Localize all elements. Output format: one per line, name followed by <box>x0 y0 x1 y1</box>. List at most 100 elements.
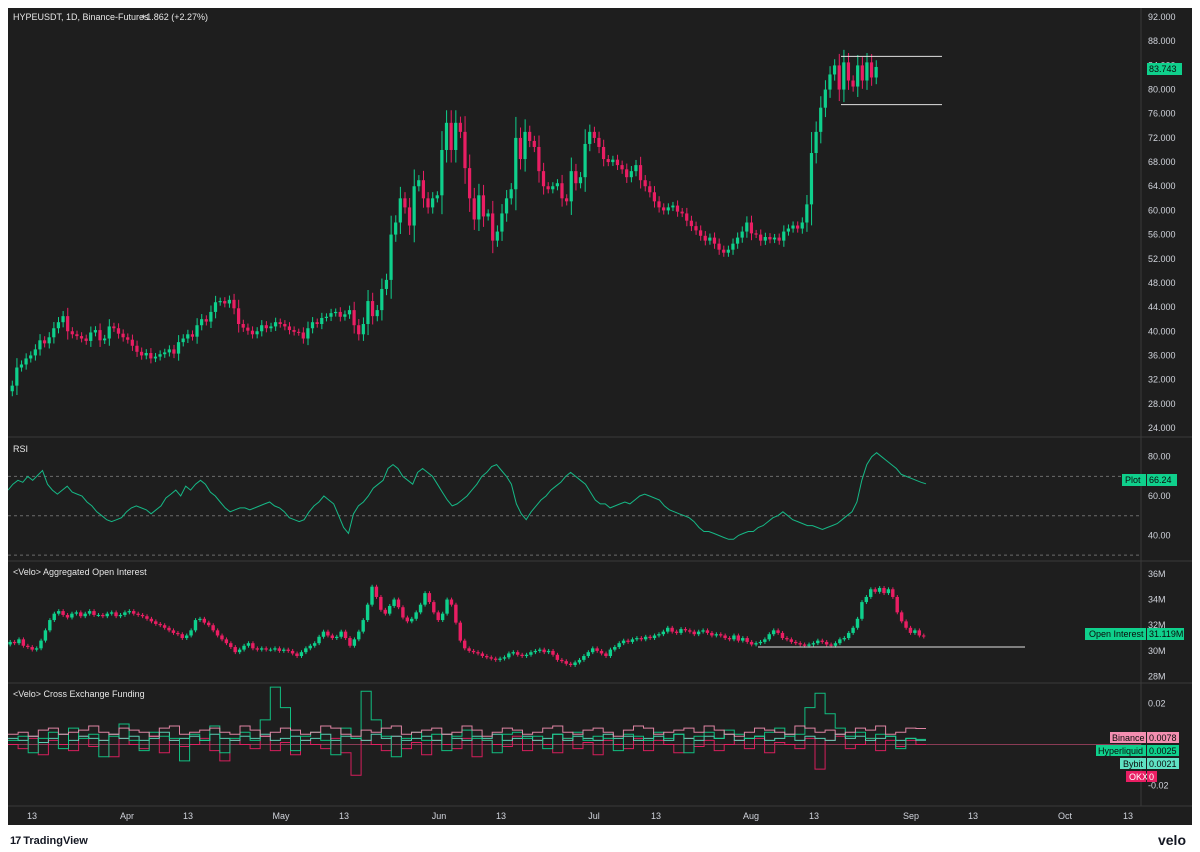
price-candle-body <box>745 222 749 232</box>
legend-binance-name: Binance <box>1112 733 1145 743</box>
oi-candle-body <box>246 643 251 646</box>
price-candle-body <box>754 233 758 235</box>
chart-canvas[interactable]: 92.00088.00084.00080.00076.00072.00068.0… <box>8 8 1192 825</box>
price-candle-body <box>555 183 559 187</box>
oi-candle-body <box>202 618 207 623</box>
price-candle-body <box>172 349 176 354</box>
oi-candle-body <box>886 589 891 594</box>
oi-candle-body <box>568 663 573 666</box>
footer-bar: 17 TradingView velo <box>0 826 1200 852</box>
oi-candle-body <box>793 641 798 644</box>
oi-candle-body <box>780 632 785 639</box>
price-candle-body <box>846 62 851 81</box>
tradingview-logo[interactable]: 17 TradingView <box>10 835 88 847</box>
oi-candle-body <box>855 618 860 628</box>
chart-area[interactable]: 92.00088.00084.00080.00076.00072.00068.0… <box>8 8 1192 825</box>
oi-candle-body <box>674 631 679 633</box>
oi-candle-body <box>414 612 418 619</box>
price-candle-body <box>791 225 795 229</box>
oi-candle-body <box>454 604 458 623</box>
oi-candle-body <box>361 620 365 632</box>
price-candle-body <box>361 324 365 335</box>
tradingview-mark-icon: 17 <box>10 835 21 847</box>
price-candle-body <box>10 385 14 392</box>
x-tick-label: Aug <box>743 811 759 821</box>
price-candle-body <box>703 235 707 241</box>
price-candle-body <box>851 80 855 87</box>
funding-title: <Velo> Cross Exchange Funding <box>13 689 145 699</box>
oi-candle-body <box>617 643 621 648</box>
price-candle-body <box>740 231 744 238</box>
price-candle-body <box>865 62 869 81</box>
y-tick-label: 32M <box>1148 620 1166 630</box>
oi-value-label: 31.119M <box>1149 629 1183 639</box>
y-tick-label: 64.000 <box>1148 181 1176 191</box>
oi-candle-body <box>198 618 202 621</box>
price-candle-body <box>246 327 250 331</box>
price-candle-body <box>375 310 379 317</box>
oi-candle-body <box>767 634 771 640</box>
oi-candle-body <box>643 636 648 640</box>
oi-candle-body <box>312 643 317 646</box>
price-candle-body <box>565 198 569 202</box>
price-candle-body <box>652 192 656 202</box>
rsi-line <box>8 452 927 540</box>
price-candle-body <box>149 353 153 359</box>
oi-candle-body <box>824 641 829 645</box>
oi-candle-body <box>273 648 277 650</box>
x-tick-label: 13 <box>968 811 978 821</box>
oi-candle-body <box>339 631 343 637</box>
oi-candle-body <box>648 636 652 639</box>
oi-candle-body <box>714 634 718 636</box>
oi-candle-body <box>754 643 758 645</box>
oi-candle-body <box>476 652 480 654</box>
oi-candle-body <box>573 662 577 666</box>
price-candle-body <box>458 122 462 132</box>
price-candle-body <box>671 205 675 208</box>
x-tick-label: Jun <box>432 811 447 821</box>
x-tick-label: 13 <box>1123 811 1133 821</box>
oi-candle-body <box>286 649 290 651</box>
price-candle-body <box>79 336 84 339</box>
oi-candle-body <box>343 631 348 639</box>
oi-candle-body <box>864 596 869 603</box>
oi-candle-body <box>701 630 705 632</box>
oi-candle-body <box>560 659 564 662</box>
y-tick-label: 24.000 <box>1148 423 1176 433</box>
oi-candle-body <box>259 648 264 650</box>
price-candle-body <box>837 65 841 90</box>
oi-candle-body <box>683 629 688 631</box>
price-candle-body <box>144 353 148 356</box>
oi-candle-body <box>595 648 599 651</box>
oi-candle-body <box>70 613 74 618</box>
price-candle-body <box>495 231 499 241</box>
oi-candle-body <box>317 636 321 644</box>
oi-candle-body <box>26 645 30 648</box>
price-candle-body <box>107 326 111 339</box>
oi-candle-body <box>555 654 560 660</box>
legend-binance-tag <box>1110 732 1146 743</box>
x-tick-label: Oct <box>1058 811 1073 821</box>
oi-candle-body <box>321 631 326 637</box>
price-candle-body <box>98 330 102 341</box>
price-candle-body <box>657 201 661 208</box>
oi-candle-body <box>630 639 635 642</box>
price-candle-body <box>121 333 125 338</box>
price-candle-body <box>135 345 139 352</box>
price-candle-body <box>241 324 245 328</box>
price-candle-body <box>66 316 70 332</box>
price-candle-body <box>352 310 356 326</box>
velo-logo: velo <box>1157 832 1186 848</box>
price-candle-body <box>255 331 259 335</box>
oi-candle-body <box>158 623 162 626</box>
price-candle-body <box>823 89 827 108</box>
price-candle-body <box>749 222 754 234</box>
price-candle-body <box>514 137 518 190</box>
oi-candle-body <box>423 593 427 605</box>
oi-candle-body <box>895 596 899 613</box>
price-candle-body <box>218 301 222 303</box>
price-candle-body <box>666 207 670 211</box>
oi-candle-body <box>838 639 842 644</box>
price-candle-body <box>856 65 860 87</box>
x-tick-label: 13 <box>496 811 506 821</box>
